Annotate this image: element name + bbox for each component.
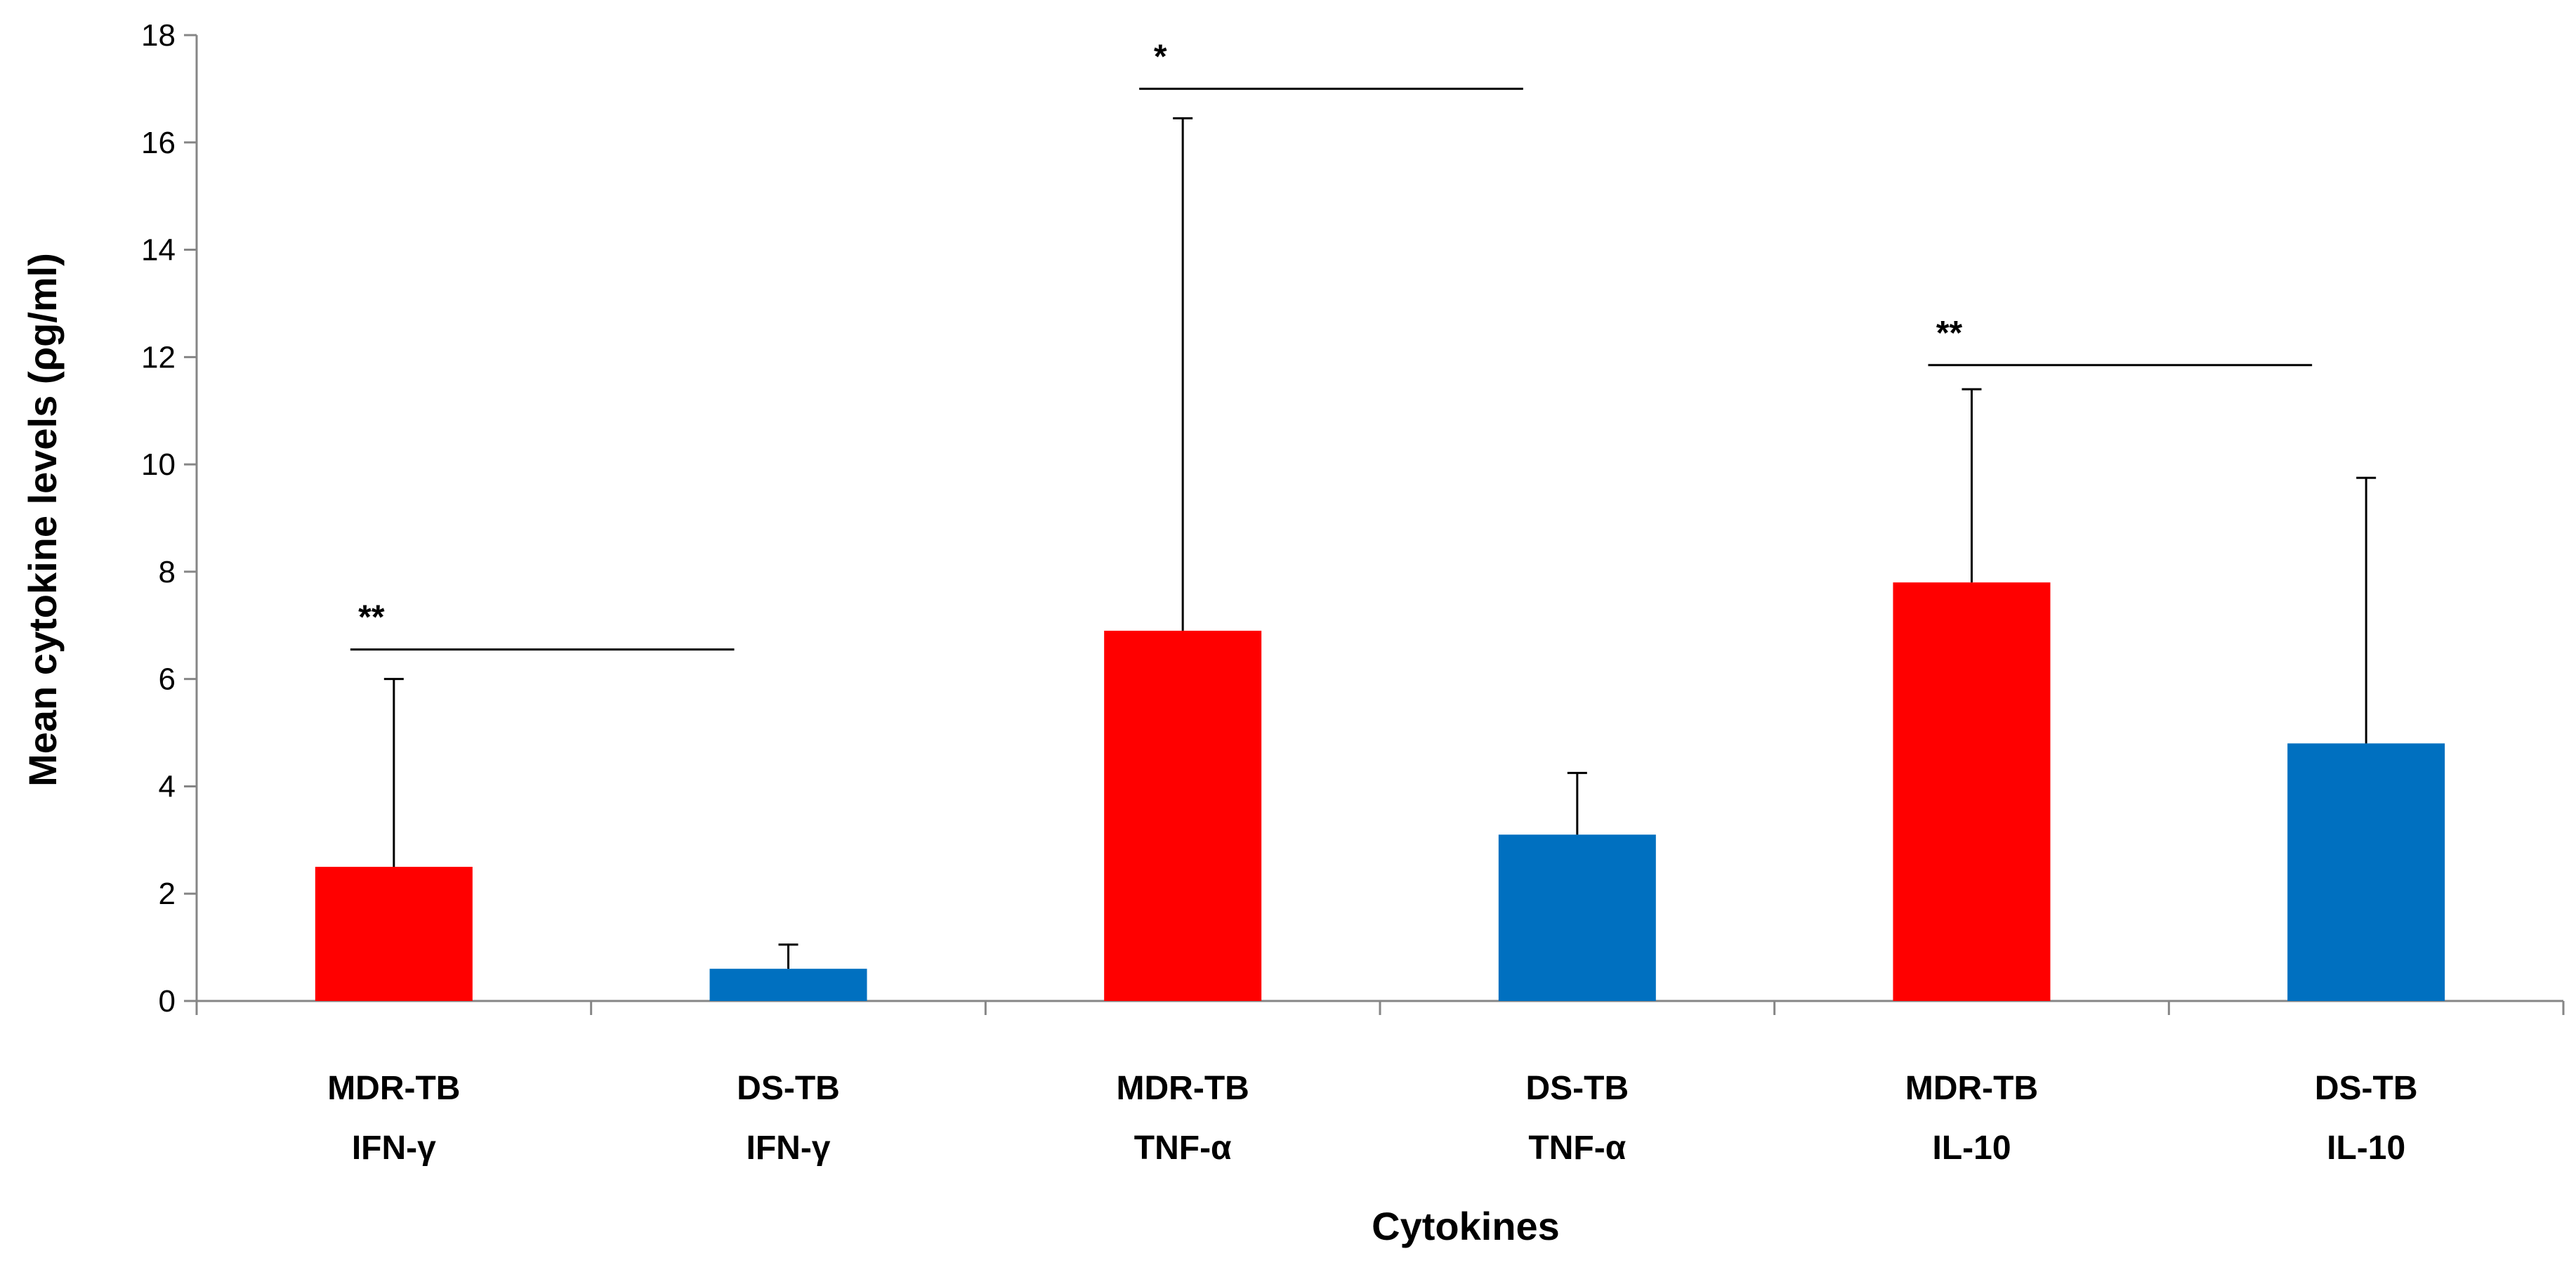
significance-label: * [1154,38,1167,75]
x-category-cytokine-label: IFN-γ [747,1130,831,1167]
x-category-cytokine-label: IL-10 [2327,1130,2405,1167]
x-axis-title: Cytokines [1372,1204,1560,1248]
bar [1104,630,1262,1001]
x-category-cytokine-label: TNF-α [1528,1130,1626,1167]
significance-markers: ***** [350,38,2313,651]
x-category-group-label: DS-TB [2315,1070,2418,1107]
y-tick-label: 12 [141,340,176,374]
y-tick-label: 14 [141,233,176,268]
bar [1498,834,1656,1001]
y-tick-label: 16 [141,126,176,160]
x-axis: MDR-TB IFN-γ DS-TB IFN-γ MDR-TB TNF-α DS-TB TNF… [195,1000,2565,1167]
bar [1893,582,2051,1001]
x-category-group-label: MDR-TB [1117,1070,1249,1107]
x-category-cytokine-label: TNF-α [1134,1130,1232,1167]
significance-label: ** [1936,315,1963,352]
y-tick-label: 18 [141,18,176,53]
y-tick-label: 4 [159,769,176,804]
x-category-cytokine-label: IL-10 [1932,1130,2011,1167]
x-category-group-label: MDR-TB [327,1070,460,1107]
x-category-cytokine-label: IFN-γ [352,1130,436,1167]
significance-label: ** [358,599,385,636]
x-category-group-label: DS-TB [1526,1070,1629,1107]
y-tick-label: 0 [159,984,176,1019]
bar [315,867,473,1001]
x-category-group-label: MDR-TB [1905,1070,2038,1107]
x-category-group-label: DS-TB [737,1070,840,1107]
bars [315,117,2445,1001]
y-tick-label: 10 [141,447,176,482]
y-tick-label: 2 [159,877,176,911]
y-tick-label: 6 [159,662,176,697]
bar [709,969,867,1001]
y-axis-title: Mean cytokine levels (ρg/ml) [20,253,65,787]
y-tick-label: 8 [159,555,176,589]
bar [2287,743,2445,1001]
y-axis: 0 2 4 6 8 10 12 14 16 18 [141,18,198,1019]
